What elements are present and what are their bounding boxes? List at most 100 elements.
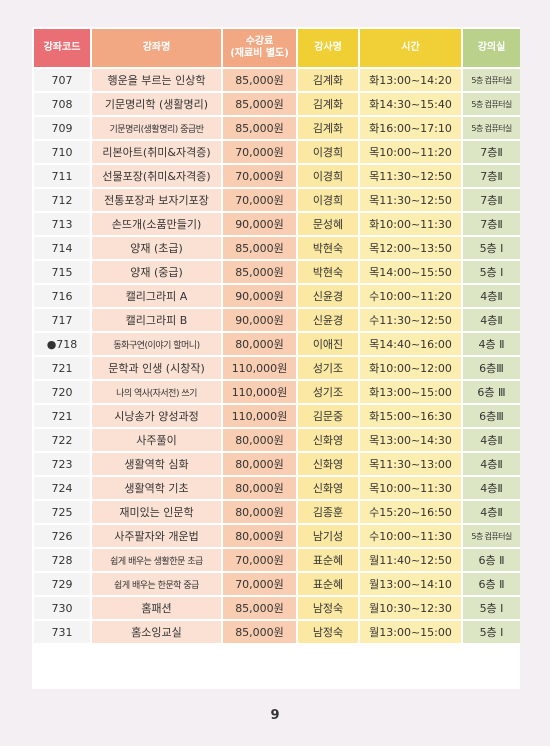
header-fee-line2: (재료비 별도) bbox=[230, 48, 289, 59]
course-room: 4층Ⅱ bbox=[463, 309, 520, 331]
course-name: 시낭송가 양성과정 bbox=[92, 405, 221, 427]
course-name: 손뜨개(소품만들기) bbox=[92, 213, 221, 235]
course-instructor: 이경희 bbox=[298, 189, 358, 211]
table-row: 710 리본아트(취미&자격증) 70,000원 이경희 목10:00~11:20 7층Ⅱ bbox=[34, 141, 520, 163]
table-row: 729 쉽게 배우는 한문학 중급 70,000원 표순혜 월13:00~14:10 6층… bbox=[34, 573, 520, 595]
course-name: 재미있는 인문학 bbox=[92, 501, 221, 523]
course-fee: 85,000원 bbox=[223, 93, 296, 115]
course-instructor: 신윤경 bbox=[298, 285, 358, 307]
header-instructor: 강사명 bbox=[298, 29, 358, 67]
table-row: 721 문학과 인생 (시창작) 110,000원 성기조 화10:00~12:00 6층… bbox=[34, 357, 520, 379]
course-name: 문학과 인생 (시창작) bbox=[92, 357, 221, 379]
course-instructor: 이애진 bbox=[298, 333, 358, 355]
course-fee: 90,000원 bbox=[223, 309, 296, 331]
table-row: 720 나의 역사(자서전) 쓰기 110,000원 성기조 화13:00~15:00 6… bbox=[34, 381, 520, 403]
course-code: 723 bbox=[34, 453, 90, 475]
course-instructor: 신윤경 bbox=[298, 309, 358, 331]
course-code: ●718 bbox=[34, 333, 90, 355]
course-name: 홈패션 bbox=[92, 597, 221, 619]
course-instructor: 김계화 bbox=[298, 93, 358, 115]
header-name: 강좌명 bbox=[92, 29, 221, 67]
course-code: 730 bbox=[34, 597, 90, 619]
course-room: 5층 Ⅰ bbox=[463, 261, 520, 283]
course-code: 712 bbox=[34, 189, 90, 211]
course-fee: 70,000원 bbox=[223, 165, 296, 187]
course-name: 캘리그라피 A bbox=[92, 285, 221, 307]
course-name: 나의 역사(자서전) 쓰기 bbox=[92, 381, 221, 403]
course-room: 5층 Ⅰ bbox=[463, 621, 520, 643]
course-instructor: 성기조 bbox=[298, 357, 358, 379]
page-number: 9 bbox=[270, 708, 280, 723]
table-row: 728 쉽게 배우는 생활한문 초급 70,000원 표순혜 월11:40~12:50 6… bbox=[34, 549, 520, 571]
table-row: 724 생활역학 기초 80,000원 신화영 목10:00~11:30 4층Ⅱ bbox=[34, 477, 520, 499]
header-fee-line1: 수강료 bbox=[245, 36, 274, 47]
course-room: 4층Ⅱ bbox=[463, 501, 520, 523]
table-row: 723 생활역학 심화 80,000원 신화영 목11:30~13:00 4층Ⅱ bbox=[34, 453, 520, 475]
course-instructor: 문성혜 bbox=[298, 213, 358, 235]
course-name: 리본아트(취미&자격증) bbox=[92, 141, 221, 163]
header-time: 시간 bbox=[360, 29, 461, 67]
course-time: 수10:00~11:30 bbox=[360, 525, 461, 547]
course-code: 731 bbox=[34, 621, 90, 643]
course-code: 713 bbox=[34, 213, 90, 235]
course-room: 7층Ⅱ bbox=[463, 189, 520, 211]
course-room: 6층Ⅲ bbox=[463, 357, 520, 379]
course-instructor: 박현숙 bbox=[298, 237, 358, 259]
course-name: 생활역학 심화 bbox=[92, 453, 221, 475]
course-time: 수11:30~12:50 bbox=[360, 309, 461, 331]
course-code: 728 bbox=[34, 549, 90, 571]
course-time: 월13:00~14:10 bbox=[360, 573, 461, 595]
course-fee: 80,000원 bbox=[223, 453, 296, 475]
course-room: 7층Ⅱ bbox=[463, 165, 520, 187]
course-instructor: 표순혜 bbox=[298, 573, 358, 595]
course-name: 양재 (초급) bbox=[92, 237, 221, 259]
course-code: 715 bbox=[34, 261, 90, 283]
course-name: 사주팔자와 개운법 bbox=[92, 525, 221, 547]
table-row: 731 홈소잉교실 85,000원 남정숙 월13:00~15:00 5층 Ⅰ bbox=[34, 621, 520, 643]
course-fee: 70,000원 bbox=[223, 573, 296, 595]
course-name: 양재 (중급) bbox=[92, 261, 221, 283]
course-fee: 85,000원 bbox=[223, 69, 296, 91]
course-fee: 85,000원 bbox=[223, 237, 296, 259]
course-instructor: 표순혜 bbox=[298, 549, 358, 571]
table-row: 709 기문명리(생활명리) 중급반 85,000원 김계화 화16:00~17:10 5… bbox=[34, 117, 520, 139]
course-fee: 110,000원 bbox=[223, 405, 296, 427]
course-fee: 85,000원 bbox=[223, 621, 296, 643]
course-instructor: 이경희 bbox=[298, 165, 358, 187]
table-row: 708 기문명리학 (생활명리) 85,000원 김계화 화14:30~15:40 5층 … bbox=[34, 93, 520, 115]
course-instructor: 남정숙 bbox=[298, 621, 358, 643]
course-fee: 70,000원 bbox=[223, 141, 296, 163]
course-instructor: 신화영 bbox=[298, 429, 358, 451]
header-room: 강의실 bbox=[463, 29, 520, 67]
course-time: 화15:00~16:30 bbox=[360, 405, 461, 427]
course-fee: 80,000원 bbox=[223, 525, 296, 547]
table-row: 712 전통포장과 보자기포장 70,000원 이경희 목11:30~12:50 7층Ⅱ bbox=[34, 189, 520, 211]
course-name: 생활역학 기초 bbox=[92, 477, 221, 499]
course-time: 월13:00~15:00 bbox=[360, 621, 461, 643]
course-fee: 85,000원 bbox=[223, 597, 296, 619]
course-time: 목14:00~15:50 bbox=[360, 261, 461, 283]
course-time: 목10:00~11:30 bbox=[360, 477, 461, 499]
course-name: 쉽게 배우는 한문학 중급 bbox=[92, 573, 221, 595]
course-code: 721 bbox=[34, 405, 90, 427]
course-room: 6층 Ⅱ bbox=[463, 573, 520, 595]
table-row: 715 양재 (중급) 85,000원 박현숙 목14:00~15:50 5층 Ⅰ bbox=[34, 261, 520, 283]
course-name: 기문명리학 (생활명리) bbox=[92, 93, 221, 115]
header-row: 강좌코드 강좌명 수강료 (재료비 별도) 강사명 시간 강의실 bbox=[34, 29, 520, 67]
course-fee: 90,000원 bbox=[223, 285, 296, 307]
course-fee: 85,000원 bbox=[223, 117, 296, 139]
course-room: 5층 컴퓨터실 bbox=[463, 117, 520, 139]
course-instructor: 이경희 bbox=[298, 141, 358, 163]
course-fee: 110,000원 bbox=[223, 357, 296, 379]
course-fee: 85,000원 bbox=[223, 261, 296, 283]
course-code: 729 bbox=[34, 573, 90, 595]
course-code: 721 bbox=[34, 357, 90, 379]
course-instructor: 김계화 bbox=[298, 69, 358, 91]
table-row: 716 캘리그라피 A 90,000원 신윤경 수10:00~11:20 4층Ⅱ bbox=[34, 285, 520, 307]
course-instructor: 성기조 bbox=[298, 381, 358, 403]
course-room: 7층Ⅱ bbox=[463, 141, 520, 163]
course-fee: 70,000원 bbox=[223, 549, 296, 571]
schedule-sheet: 강좌코드 강좌명 수강료 (재료비 별도) 강사명 시간 강의실 707 행운을 … bbox=[32, 27, 520, 689]
course-name: 홈소잉교실 bbox=[92, 621, 221, 643]
course-code: 726 bbox=[34, 525, 90, 547]
